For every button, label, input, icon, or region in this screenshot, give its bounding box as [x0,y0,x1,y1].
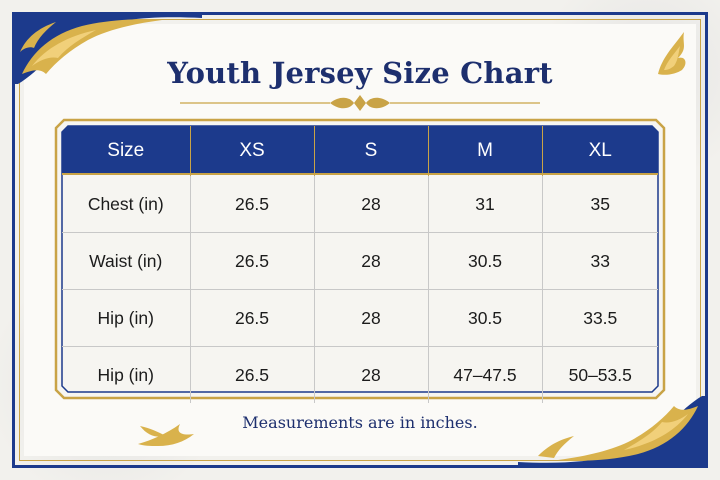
table-cell: 35 [541,176,658,233]
table-cell: 26.5 [189,232,314,290]
corner-flame-ornament-icon [138,424,194,446]
inner-frame [19,19,701,461]
table-cell: 26.5 [189,346,314,403]
table-cell: 28 [313,176,428,233]
size-table: Size XS S M XL Chest (in) 26.5 28 31 35 … [62,126,658,403]
table-cell: 30.5 [427,289,542,347]
table-row: Waist (in) 26.5 28 30.5 33 [62,232,658,290]
size-chart-table-frame: Size XS S M XL Chest (in) 26.5 28 31 35 … [54,118,666,403]
table-cell: 31 [427,176,542,233]
table-cell: 26.5 [189,176,314,233]
table-cell: 28 [313,346,428,403]
table-cell: 26.5 [189,289,314,347]
header-m: M [427,126,542,176]
table-row: Hip (in) 26.5 28 47–47.5 50–53.5 [62,346,658,403]
footnote: Measurements are in inches. [242,413,478,432]
table-cell: 30.5 [427,232,542,290]
corner-flame-ornament-icon [518,396,708,468]
header-s: S [313,126,428,176]
row-label: Hip (in) [62,346,190,403]
table-cell: 50–53.5 [541,346,658,403]
corner-flame-ornament-icon [658,32,686,75]
title-flourish-icon [180,95,540,111]
table-cell: 28 [313,289,428,347]
row-label: Chest (in) [87,193,164,214]
corner-flame-ornament-icon [12,12,202,84]
header-xl: XL [541,126,658,176]
table-cell: 33.5 [541,289,658,347]
header-size: Size [107,140,145,161]
table-header-row: Size XS S M XL [62,126,658,176]
table-cell: 28 [313,232,428,290]
table-row: Chest (in) 26.5 28 31 35 [62,176,658,233]
row-label: Hip (in) [62,289,190,347]
page-title: Youth Jersey Size Chart [167,56,553,90]
table-cell: 33 [541,232,658,290]
row-label: Waist (in) [62,232,190,290]
header-xs: XS [189,126,314,176]
outer-frame [12,12,708,468]
table-row: Hip (in) 26.5 28 30.5 33.5 [62,289,658,347]
table-cell: 47–47.5 [427,346,542,403]
